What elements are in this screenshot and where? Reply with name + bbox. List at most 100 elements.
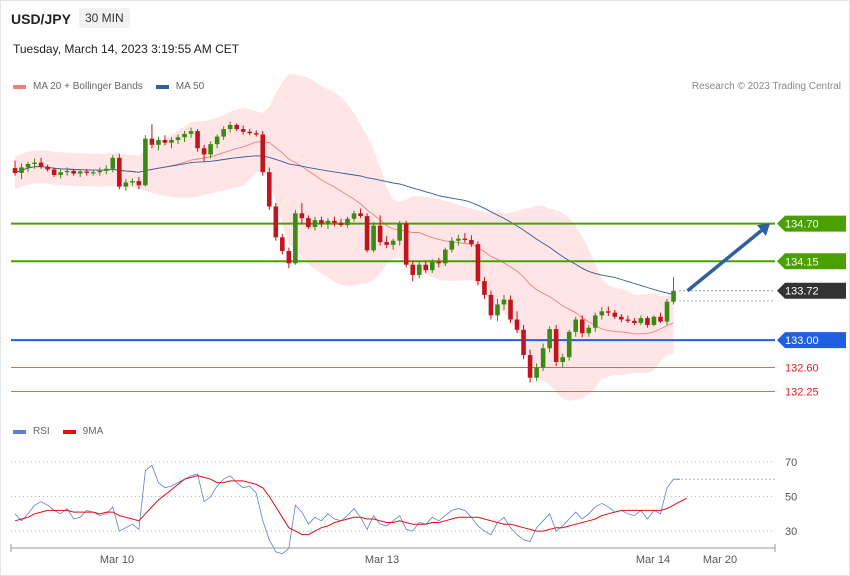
candle-body [143,138,148,186]
candle-body [51,169,57,175]
candle-body [390,240,396,245]
candle-body [338,222,344,225]
candle-body [606,311,611,313]
moving-average-layer [14,141,674,335]
candle-body [325,220,331,224]
candle-body [364,216,370,251]
candle-body [280,237,285,251]
rsi-tick-label-30: 30 [785,526,797,538]
rsi-tick-label-50: 50 [785,492,797,504]
candle-body [156,140,161,145]
candle-body [266,172,272,207]
forecast-arrow-shaft [686,229,763,293]
rsi-swatch [13,429,26,434]
candle-body [130,181,135,183]
bollinger-band-area [15,73,674,401]
level-label-1: 134.15 [785,256,819,268]
candle-body [273,206,279,238]
candle-body [19,167,24,173]
candle-body [208,144,213,155]
candle-body [638,318,644,323]
candle-body [162,140,168,143]
candle-body [234,124,239,130]
candle-body [403,223,409,265]
candle-body [560,357,565,362]
candle-body [64,170,70,173]
candle-body [508,299,513,320]
candle-body [188,131,194,134]
time-tick-label-3: Mar 20 [703,554,737,566]
candle-body [664,301,670,322]
candle-body [371,225,376,251]
candle-body [260,134,266,173]
ma50-swatch [155,84,169,89]
candle-body [423,264,429,271]
candle-body [90,172,96,174]
candle-body [201,148,207,155]
candle-body [612,312,618,317]
candle-body [514,319,520,330]
candle-body [97,170,103,173]
forecast-arrow-layer [686,223,770,293]
level-tag-1 [777,253,846,270]
candle-body [123,182,129,187]
candle-body [671,290,676,302]
candle-body [58,172,63,175]
candle-body [221,129,226,137]
candle-layer [12,121,676,383]
candle-body [286,251,292,264]
candle-body [103,168,109,171]
candle-body [332,220,337,223]
candle-body [345,218,350,225]
candle-body [436,261,442,264]
rsi-tick-label-70: 70 [785,457,797,469]
candle-body [195,131,200,149]
candle-body [12,168,18,173]
candle-body [619,316,624,320]
ma20-legend-label: MA 20 + Bollinger Bands [33,81,143,92]
candle-body [540,348,546,368]
candle-body [482,281,487,295]
candle-body [573,319,579,332]
time-axis: Mar 10 Mar 13 Mar 14 Mar 20 [10,544,776,566]
candle-body [475,244,481,282]
time-tick-label-0: Mar 10 [100,554,134,566]
ma9-legend-label: 9MA [82,426,104,437]
timeframe-button[interactable]: 30 MIN [79,8,130,28]
time-tick-label-2: Mar 14 [636,554,670,566]
rsi-layer: 30 50 70 [11,457,797,555]
chart-datetime: Tuesday, March 14, 2023 3:19:55 AM CET [13,42,240,56]
ma9-swatch [62,429,76,434]
candle-body [416,264,422,275]
candle-body [527,355,533,378]
candle-body [214,136,220,145]
time-tick-label-1: Mar 13 [365,554,399,566]
candle-body [351,213,357,219]
candle-body [247,131,253,134]
9ma-line [14,475,687,536]
price-level-layer: 134.70 134.15 133.72 133.00 132.60 132.25 [11,215,846,398]
rsi-legend-label: RSI [33,426,50,437]
candle-body [175,137,181,141]
price-legend: MA 20 + Bollinger Bands MA 50 [13,81,204,92]
level-tag-2 [777,282,846,299]
candle-body [469,240,474,245]
candle-body [227,124,233,130]
candle-body [45,166,50,170]
candle-body [319,220,324,224]
candle-body [306,218,311,228]
rsi-line [14,464,680,555]
candle-body [312,220,318,228]
candle-body [488,294,494,316]
candle-body [521,329,526,356]
candle-body [501,299,507,305]
candle-body [456,238,461,241]
level-label-3: 133.00 [785,335,819,347]
candle-body [384,242,389,245]
candle-body [443,249,448,264]
level-tag-3 [777,332,846,349]
ma20-swatch [13,84,26,89]
candle-body [599,311,605,316]
symbol-title: USD/JPY [11,11,71,27]
